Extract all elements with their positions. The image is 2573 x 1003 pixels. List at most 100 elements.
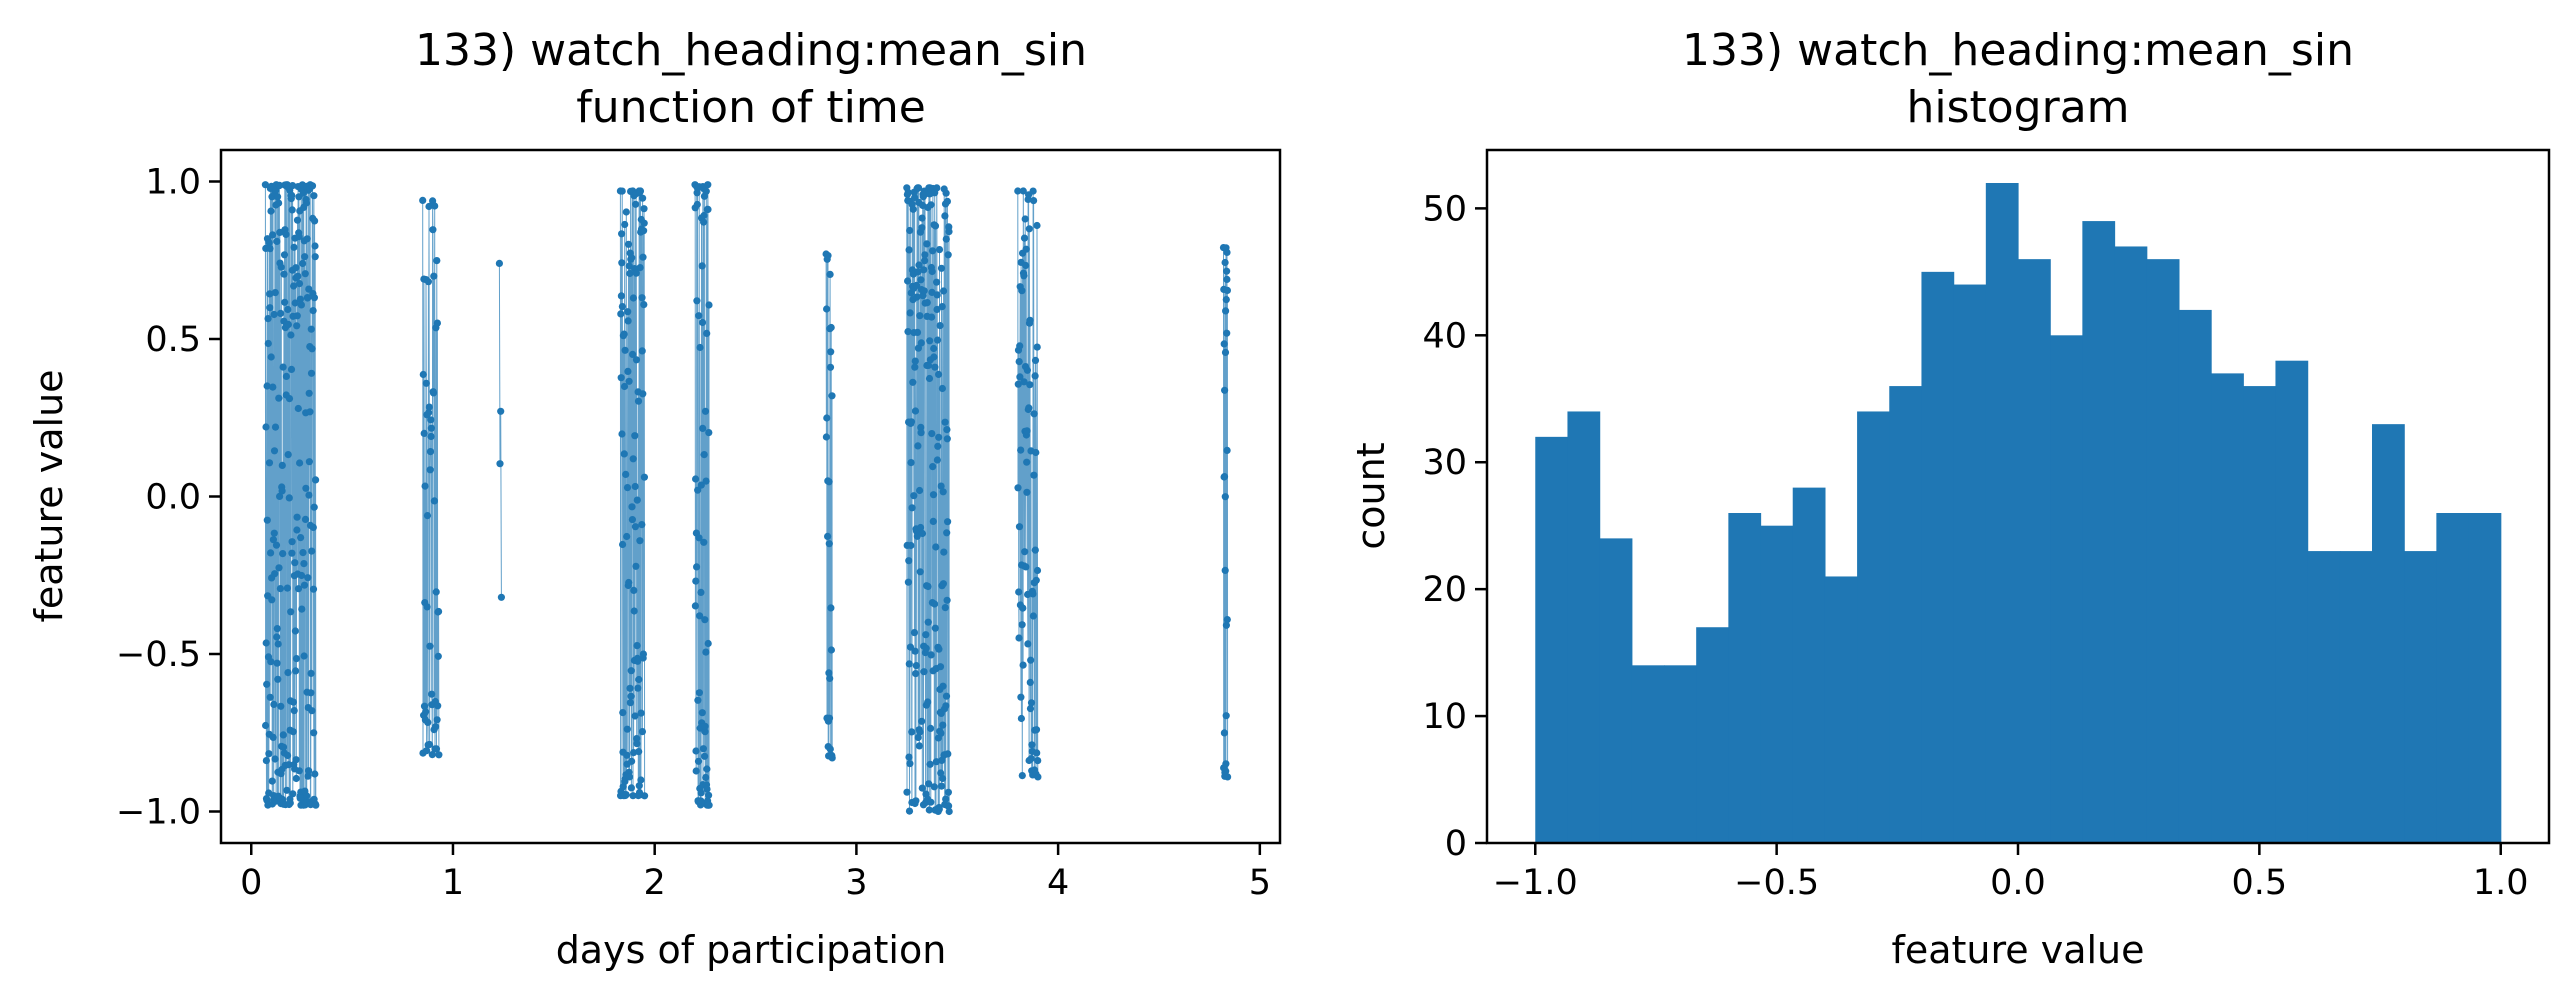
data-point (428, 690, 436, 698)
data-point (294, 585, 303, 593)
data-point (931, 363, 939, 371)
data-point (906, 309, 914, 317)
data-point (423, 747, 431, 755)
data-point (308, 345, 316, 353)
data-point (430, 497, 438, 505)
data-point (269, 536, 277, 544)
data-point (638, 294, 646, 302)
data-point (289, 182, 297, 190)
data-point (942, 189, 950, 197)
data-point (701, 728, 709, 736)
data-point (302, 199, 311, 207)
data-point (286, 799, 294, 807)
data-point (939, 488, 947, 496)
data-point (694, 757, 703, 765)
data-point (310, 503, 318, 511)
data-point (634, 684, 642, 692)
data-point (274, 193, 282, 201)
time-series-title-line1: 133) watch_heading:mean_sin (415, 25, 1087, 76)
data-point (283, 786, 291, 794)
data-point (929, 491, 938, 499)
data-point (430, 272, 438, 280)
data-point (633, 642, 641, 650)
data-point (267, 658, 275, 666)
data-point (637, 709, 645, 717)
data-point (915, 261, 923, 269)
data-point (262, 757, 270, 765)
data-point (1221, 386, 1229, 394)
data-point (291, 559, 299, 567)
data-point (419, 370, 427, 379)
data-point (423, 603, 431, 611)
data-point (905, 807, 914, 815)
data-point (277, 702, 285, 710)
data-point (927, 798, 935, 806)
data-point (935, 645, 943, 653)
data-point (697, 481, 705, 489)
data-point (920, 266, 928, 274)
data-point (908, 504, 916, 512)
data-point (639, 253, 647, 261)
histogram-title-line2: histogram (1906, 82, 2129, 133)
data-point (617, 292, 626, 300)
data-point (904, 188, 912, 196)
x-tick-label: 1.0 (2473, 863, 2529, 903)
x-tick-label: 0 (240, 863, 262, 903)
data-point (1220, 729, 1228, 737)
data-point (638, 521, 646, 529)
data-point (1224, 773, 1232, 781)
data-point (495, 259, 503, 267)
histogram-bar (2146, 259, 2180, 843)
data-point (639, 390, 647, 398)
data-point (640, 473, 649, 481)
data-point (704, 181, 712, 189)
data-point (940, 548, 948, 556)
data-point (626, 684, 634, 692)
data-point (912, 797, 920, 805)
data-point (905, 246, 913, 254)
data-point (618, 187, 626, 195)
data-point (911, 647, 919, 655)
data-point (273, 659, 281, 667)
data-point (1026, 381, 1034, 389)
data-point (290, 282, 298, 290)
data-point (434, 652, 442, 660)
data-point (933, 456, 942, 464)
data-point (924, 618, 932, 626)
data-point (1223, 248, 1231, 256)
data-point (827, 323, 835, 332)
data-point (943, 529, 951, 537)
data-point (1033, 566, 1042, 575)
data-point (278, 461, 286, 469)
data-point (922, 644, 930, 652)
data-point (292, 264, 300, 272)
data-point (904, 328, 912, 336)
data-point (308, 182, 317, 190)
data-point (288, 191, 296, 199)
data-point (705, 301, 713, 309)
data-point (694, 486, 702, 494)
data-point (697, 789, 705, 797)
data-point (630, 586, 638, 595)
histogram-bar (2468, 513, 2502, 843)
data-point (1221, 566, 1229, 575)
data-point (925, 374, 934, 383)
data-point (1022, 261, 1030, 270)
data-point (297, 301, 305, 309)
data-point (913, 293, 921, 301)
data-point (426, 642, 434, 650)
data-point (289, 790, 297, 798)
data-point (915, 742, 924, 750)
data-point (432, 588, 440, 596)
data-point (823, 305, 831, 313)
data-point (638, 728, 647, 736)
data-point (905, 557, 913, 565)
data-point (932, 543, 940, 551)
data-point (920, 287, 928, 295)
histogram-bar (2050, 335, 2083, 843)
data-point (302, 484, 310, 492)
data-point (617, 310, 625, 318)
data-point (291, 299, 299, 307)
data-point (922, 631, 930, 639)
y-tick-label: 10 (1422, 697, 1467, 737)
